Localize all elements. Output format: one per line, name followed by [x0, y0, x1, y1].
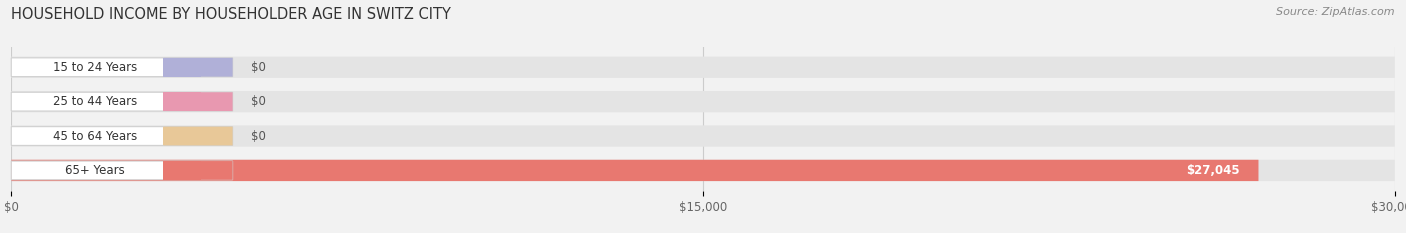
FancyBboxPatch shape: [11, 58, 232, 77]
Text: $0: $0: [252, 61, 266, 74]
FancyBboxPatch shape: [163, 127, 201, 145]
Text: 45 to 64 Years: 45 to 64 Years: [53, 130, 138, 143]
FancyBboxPatch shape: [11, 127, 232, 145]
FancyBboxPatch shape: [11, 160, 1258, 181]
Text: Source: ZipAtlas.com: Source: ZipAtlas.com: [1277, 7, 1395, 17]
FancyBboxPatch shape: [11, 92, 232, 111]
FancyBboxPatch shape: [163, 92, 201, 111]
Text: 25 to 44 Years: 25 to 44 Years: [53, 95, 138, 108]
FancyBboxPatch shape: [11, 161, 232, 180]
Text: $0: $0: [252, 95, 266, 108]
Text: 65+ Years: 65+ Years: [66, 164, 125, 177]
FancyBboxPatch shape: [11, 91, 1395, 112]
Text: HOUSEHOLD INCOME BY HOUSEHOLDER AGE IN SWITZ CITY: HOUSEHOLD INCOME BY HOUSEHOLDER AGE IN S…: [11, 7, 451, 22]
FancyBboxPatch shape: [163, 58, 201, 77]
Text: $27,045: $27,045: [1187, 164, 1240, 177]
Text: $0: $0: [252, 130, 266, 143]
FancyBboxPatch shape: [163, 92, 232, 111]
Text: 15 to 24 Years: 15 to 24 Years: [53, 61, 138, 74]
FancyBboxPatch shape: [163, 58, 232, 77]
FancyBboxPatch shape: [11, 57, 1395, 78]
FancyBboxPatch shape: [163, 127, 232, 145]
FancyBboxPatch shape: [11, 125, 1395, 147]
FancyBboxPatch shape: [11, 160, 1395, 181]
FancyBboxPatch shape: [163, 161, 232, 180]
FancyBboxPatch shape: [163, 161, 201, 180]
